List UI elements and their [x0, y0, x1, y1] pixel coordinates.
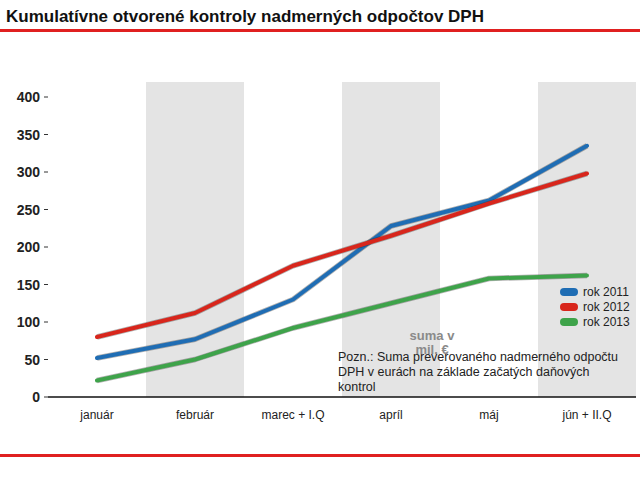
- y-tick: [44, 209, 48, 210]
- legend-swatch: [560, 303, 578, 311]
- x-axis: [48, 396, 636, 398]
- y-tick: [44, 134, 48, 135]
- y-tick-label: 400: [17, 89, 41, 105]
- y-tick-label: 100: [17, 314, 41, 330]
- rule: [0, 29, 640, 32]
- legend-swatch: [560, 288, 578, 296]
- y-tick-label: 150: [17, 277, 41, 293]
- y-tick: [44, 397, 48, 398]
- line-shadow: [97, 146, 587, 358]
- legend-label: rok 2012: [583, 300, 630, 314]
- series-line: [97, 174, 587, 338]
- y-tick-label: 250: [17, 202, 41, 218]
- chart: Kumulatívne otvorené kontroly nadmerných…: [0, 0, 640, 480]
- legend-label: rok 2013: [583, 315, 630, 329]
- line-shadow: [97, 174, 587, 338]
- text-line: suma v: [410, 328, 456, 343]
- text-line: kontrol: [338, 380, 376, 394]
- x-tick-label: január: [79, 408, 113, 422]
- y-tick: [44, 322, 48, 323]
- y-tick-label: 200: [17, 239, 41, 255]
- text-line: Pozn.: Suma preverovaného nadmerného odp…: [338, 350, 618, 364]
- x-tick-label: február: [176, 408, 214, 422]
- x-tick-label: apríl: [379, 408, 402, 422]
- y-tick: [44, 172, 48, 173]
- y-tick: [44, 97, 48, 98]
- title: Kumulatívne otvorené kontroly nadmerných…: [6, 7, 484, 26]
- legend-label: rok 2011: [583, 285, 629, 299]
- y-tick-label: 50: [24, 352, 40, 368]
- y-tick-label: 0: [32, 389, 40, 405]
- text-line: DPH v eurách na základe začatých daňovýc…: [338, 365, 590, 379]
- y-tick-label: 350: [17, 127, 41, 143]
- y-tick: [44, 359, 48, 360]
- x-tick-label: máj: [479, 408, 498, 422]
- x-tick-label: marec + I.Q: [261, 408, 324, 422]
- note: Pozn.: Suma preverovaného nadmerného odp…: [338, 350, 618, 394]
- plot-area: [97, 146, 587, 381]
- legend-swatch: [560, 318, 578, 326]
- y-tick: [44, 247, 48, 248]
- y-tick-label: 300: [17, 164, 41, 180]
- y-tick: [44, 284, 48, 285]
- x-tick-label: jún + II.Q: [561, 408, 611, 422]
- rule: [0, 454, 640, 457]
- series-line: [97, 146, 587, 358]
